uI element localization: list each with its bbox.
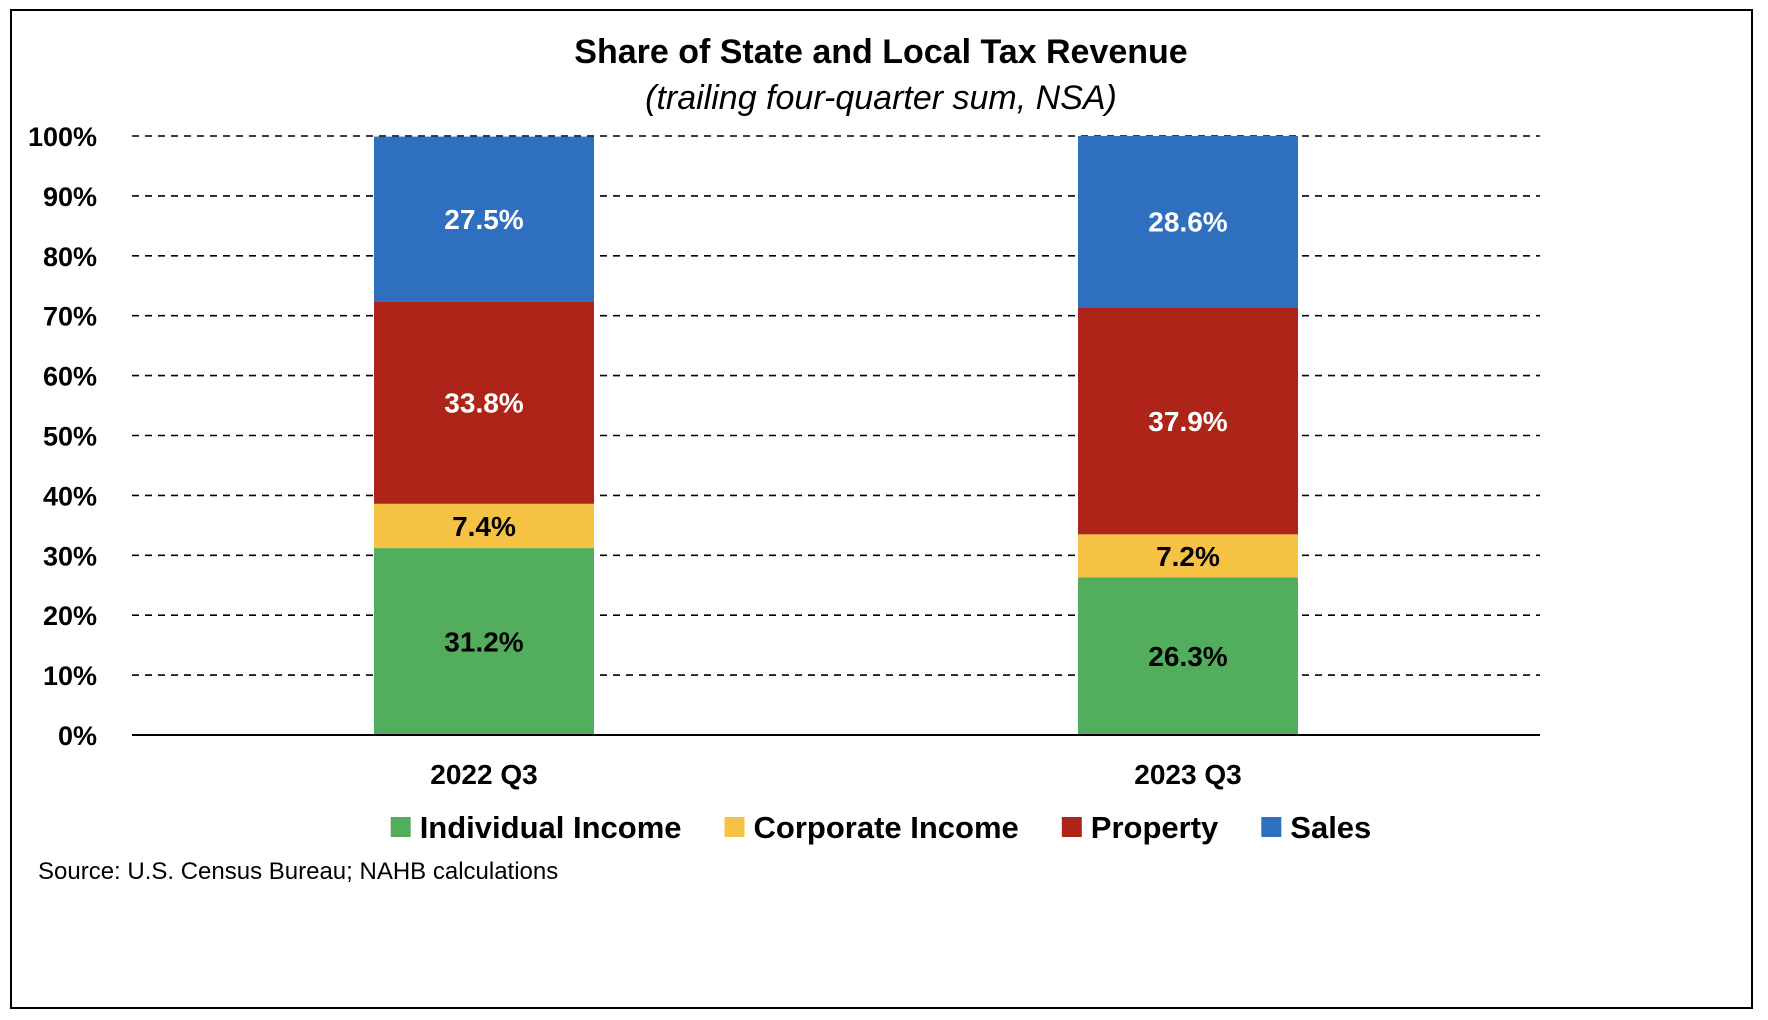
bars <box>374 136 1298 735</box>
legend-label: Individual Income <box>420 810 682 845</box>
data-label: 27.5% <box>444 204 523 235</box>
data-label: 7.2% <box>1156 541 1220 572</box>
y-tick-label: 30% <box>43 541 97 571</box>
y-tick-label: 50% <box>43 422 97 452</box>
data-label: 28.6% <box>1148 207 1227 238</box>
grid-lines <box>132 135 1540 676</box>
data-label: 33.8% <box>444 388 523 419</box>
y-tick-label: 100% <box>28 122 97 152</box>
legend-swatch <box>1061 817 1082 837</box>
data-label: 31.2% <box>444 627 523 658</box>
chart-frame: Share of State and Local Tax Revenue (tr… <box>10 9 1753 1009</box>
y-tick-label: 80% <box>43 242 97 272</box>
legend-label: Corporate Income <box>754 810 1019 845</box>
y-tick-label: 20% <box>43 601 97 631</box>
bar-segment <box>374 136 594 302</box>
y-axis-ticks: 0% 10% 20% 30% 40% 50% 60% 70% 80% 90% 100% <box>28 122 97 751</box>
legend-swatch <box>390 817 411 837</box>
x-category-label: 2023 Q3 <box>1134 759 1241 790</box>
source-note: Source: U.S. Census Bureau; NAHB calcula… <box>38 858 558 885</box>
data-label: 7.4% <box>452 511 516 542</box>
y-tick-label: 60% <box>43 362 97 392</box>
y-tick-label: 40% <box>43 481 97 511</box>
legend-label: Property <box>1091 810 1219 845</box>
data-label: 26.3% <box>1148 641 1227 672</box>
bar-labels: 31.2% 7.4% 33.8% 27.5% 26.3% 7.2% 37.9% 28.6% <box>444 204 1227 672</box>
legend-swatch <box>724 817 745 837</box>
x-axis-categories: 2022 Q3 2023 Q3 <box>430 759 1241 790</box>
y-tick-label: 10% <box>43 661 97 691</box>
bar-segment <box>1078 534 1298 578</box>
bar-segment <box>1078 307 1298 535</box>
chart-subtitle: (trailing four-quarter sum, NSA) <box>645 79 1117 117</box>
bar-segment <box>1078 136 1298 308</box>
bar-segment <box>374 548 594 735</box>
legend-label: Sales <box>1290 810 1371 845</box>
bar-segment <box>1078 577 1298 735</box>
data-label: 37.9% <box>1148 406 1227 437</box>
bar-segment <box>374 503 594 549</box>
y-tick-label: 70% <box>43 302 97 332</box>
y-tick-label: 0% <box>58 721 97 751</box>
x-category-label: 2022 Q3 <box>430 759 537 790</box>
bar-segment <box>374 301 594 504</box>
chart-title: Share of State and Local Tax Revenue <box>574 33 1187 71</box>
legend-swatch <box>1261 817 1282 837</box>
chart-svg: Share of State and Local Tax Revenue (tr… <box>28 33 1540 885</box>
legend: Individual Income Corporate Income Propert… <box>390 810 1371 845</box>
y-tick-label: 90% <box>43 182 97 212</box>
